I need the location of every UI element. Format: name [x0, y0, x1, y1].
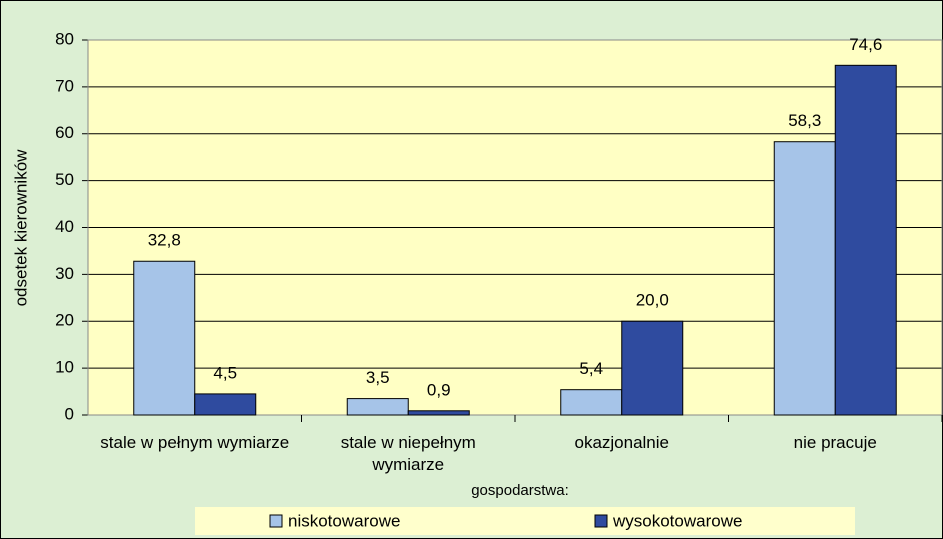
- y-tick-label: 30: [55, 264, 74, 283]
- bar: [194, 393, 257, 416]
- data-label: 20,0: [636, 291, 669, 310]
- bar: [773, 141, 836, 416]
- data-label: 58,3: [788, 111, 821, 130]
- y-tick-label: 80: [55, 29, 74, 48]
- bar: [407, 410, 470, 416]
- y-tick-label: 50: [55, 170, 74, 189]
- y-tick-label: 40: [55, 217, 74, 236]
- legend-label: niskotowarowe: [288, 511, 400, 530]
- data-label: 74,6: [849, 35, 882, 54]
- y-tick-label: 20: [55, 311, 74, 330]
- bar: [834, 64, 897, 416]
- data-label: 32,8: [148, 231, 181, 250]
- y-tick-label: 0: [65, 404, 74, 423]
- data-label: 3,5: [366, 368, 390, 387]
- y-axis-label: odsetek kierowników: [11, 149, 30, 307]
- data-label: 0,9: [427, 380, 451, 399]
- legend-swatch: [269, 514, 283, 528]
- bar: [346, 398, 409, 416]
- y-tick-label: 70: [55, 76, 74, 95]
- legend-box: [195, 507, 855, 535]
- bar: [621, 320, 684, 416]
- bar: [560, 389, 623, 416]
- legend-title: gospodarstwa:: [471, 482, 569, 499]
- data-label: 5,4: [579, 359, 603, 378]
- x-tick-label: stale w pełnym wymiarze: [100, 433, 290, 452]
- data-label: 4,5: [213, 363, 237, 382]
- y-tick-label: 60: [55, 123, 74, 142]
- x-tick-label: okazjonalnie: [574, 433, 669, 452]
- x-tick-label: nie pracuje: [793, 433, 877, 452]
- legend-label: wysokotowarowe: [612, 511, 742, 530]
- legend-swatch: [594, 514, 608, 528]
- bar: [133, 260, 196, 416]
- y-tick-label: 10: [55, 358, 74, 377]
- x-tick-label: stale w niepełnym wymiarze: [340, 433, 476, 474]
